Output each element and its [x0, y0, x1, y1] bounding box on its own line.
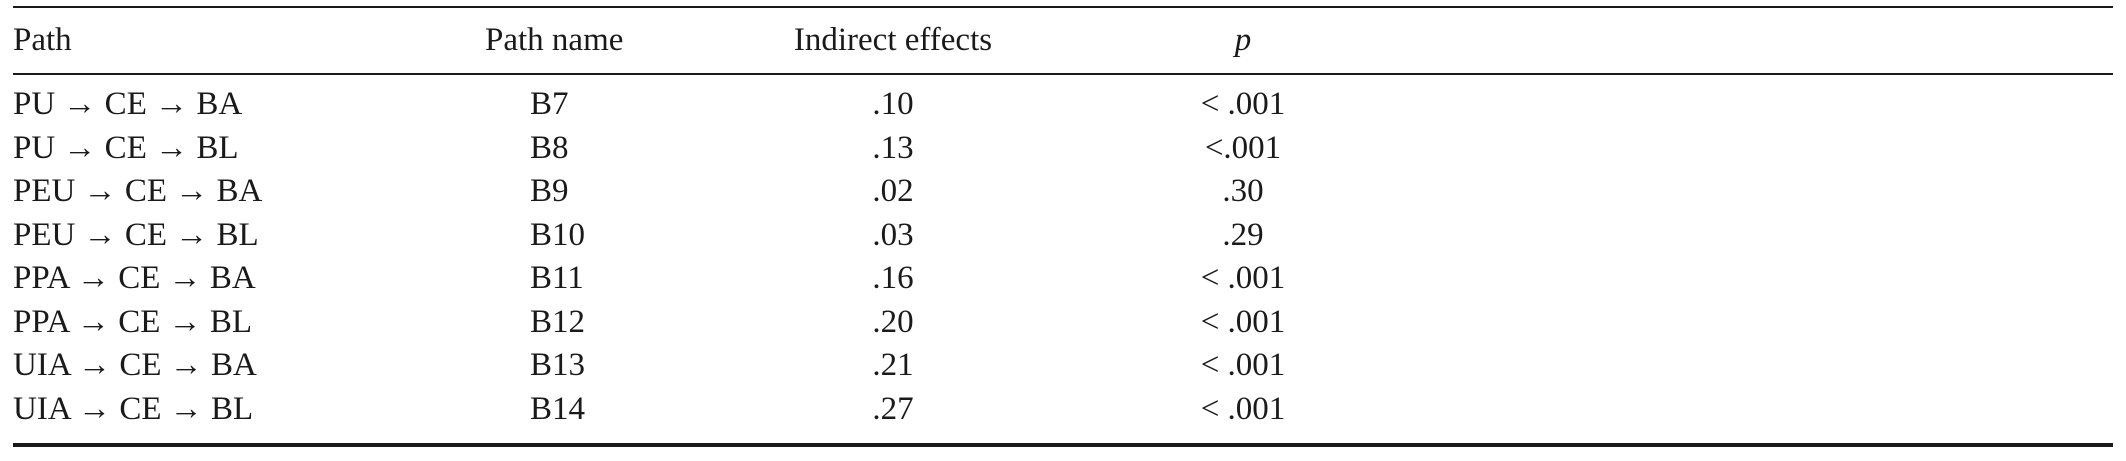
cell-path-name: B14 — [530, 390, 586, 427]
table-row: PU → CE → BL B8 .13 <.001 — [13, 127, 2113, 171]
cell-path-name: B8 — [530, 129, 569, 166]
cell-p-value: .29 — [1222, 216, 1264, 253]
table-row: PPA → CE → BA B11 .16 < .001 — [13, 257, 2113, 301]
cell-path-name: B10 — [530, 216, 586, 253]
cell-path-name: B12 — [530, 303, 586, 340]
cell-path-name: B13 — [530, 347, 586, 383]
indirect-effects-table: Path Path name Indirect effects p PU → C… — [13, 6, 2113, 447]
cell-p-value: < .001 — [1200, 390, 1286, 427]
cell-p-value: <.001 — [1204, 129, 1282, 166]
table-bottom-rule — [13, 443, 2113, 447]
cell-p-value: < .001 — [1200, 86, 1286, 122]
cell-indirect-effect: .20 — [872, 303, 914, 340]
table-body: PU → CE → BA B7 .10 < .001 PU → CE → BL … — [13, 75, 2113, 431]
cell-path: PU → CE → BA — [13, 86, 243, 122]
table-top-rule — [13, 6, 2113, 8]
header-path-name: Path name — [485, 22, 624, 58]
cell-p-value: < .001 — [1200, 347, 1286, 383]
header-indirect-effects: Indirect effects — [793, 22, 993, 58]
table-header-row: Path Path name Indirect effects p — [13, 8, 2113, 73]
cell-indirect-effect: .02 — [872, 173, 914, 209]
cell-path: PPA → CE → BA — [13, 260, 256, 296]
table-row: PU → CE → BA B7 .10 < .001 — [13, 83, 2113, 127]
table-row: PEU → CE → BL B10 .03 .29 — [13, 214, 2113, 258]
cell-path-name: B7 — [530, 86, 569, 122]
cell-path: PPA → CE → BL — [13, 303, 253, 340]
cell-path: UIA → CE → BL — [13, 390, 254, 427]
cell-p-value: .30 — [1222, 173, 1264, 209]
cell-indirect-effect: .21 — [872, 347, 914, 383]
cell-path: UIA → CE → BA — [13, 347, 257, 383]
cell-path-name: B9 — [530, 173, 569, 209]
cell-p-value: < .001 — [1200, 260, 1286, 296]
table-row: UIA → CE → BL B14 .27 < .001 — [13, 388, 2113, 432]
cell-path: PU → CE → BL — [13, 129, 239, 166]
cell-path: PEU → CE → BA — [13, 173, 263, 209]
header-p: p — [1234, 22, 1252, 58]
table-row: UIA → CE → BA B13 .21 < .001 — [13, 344, 2113, 388]
header-path: Path — [13, 22, 72, 58]
cell-p-value: < .001 — [1200, 303, 1286, 340]
cell-indirect-effect: .03 — [872, 216, 914, 253]
cell-indirect-effect: .13 — [872, 129, 914, 166]
cell-path-name: B11 — [530, 260, 584, 296]
table-row: PEU → CE → BA B9 .02 .30 — [13, 170, 2113, 214]
cell-indirect-effect: .27 — [872, 390, 914, 427]
cell-indirect-effect: .10 — [872, 86, 914, 122]
cell-path: PEU → CE → BL — [13, 216, 259, 253]
table-row: PPA → CE → BL B12 .20 < .001 — [13, 301, 2113, 345]
table-header-rule — [13, 73, 2113, 75]
cell-indirect-effect: .16 — [872, 260, 914, 296]
